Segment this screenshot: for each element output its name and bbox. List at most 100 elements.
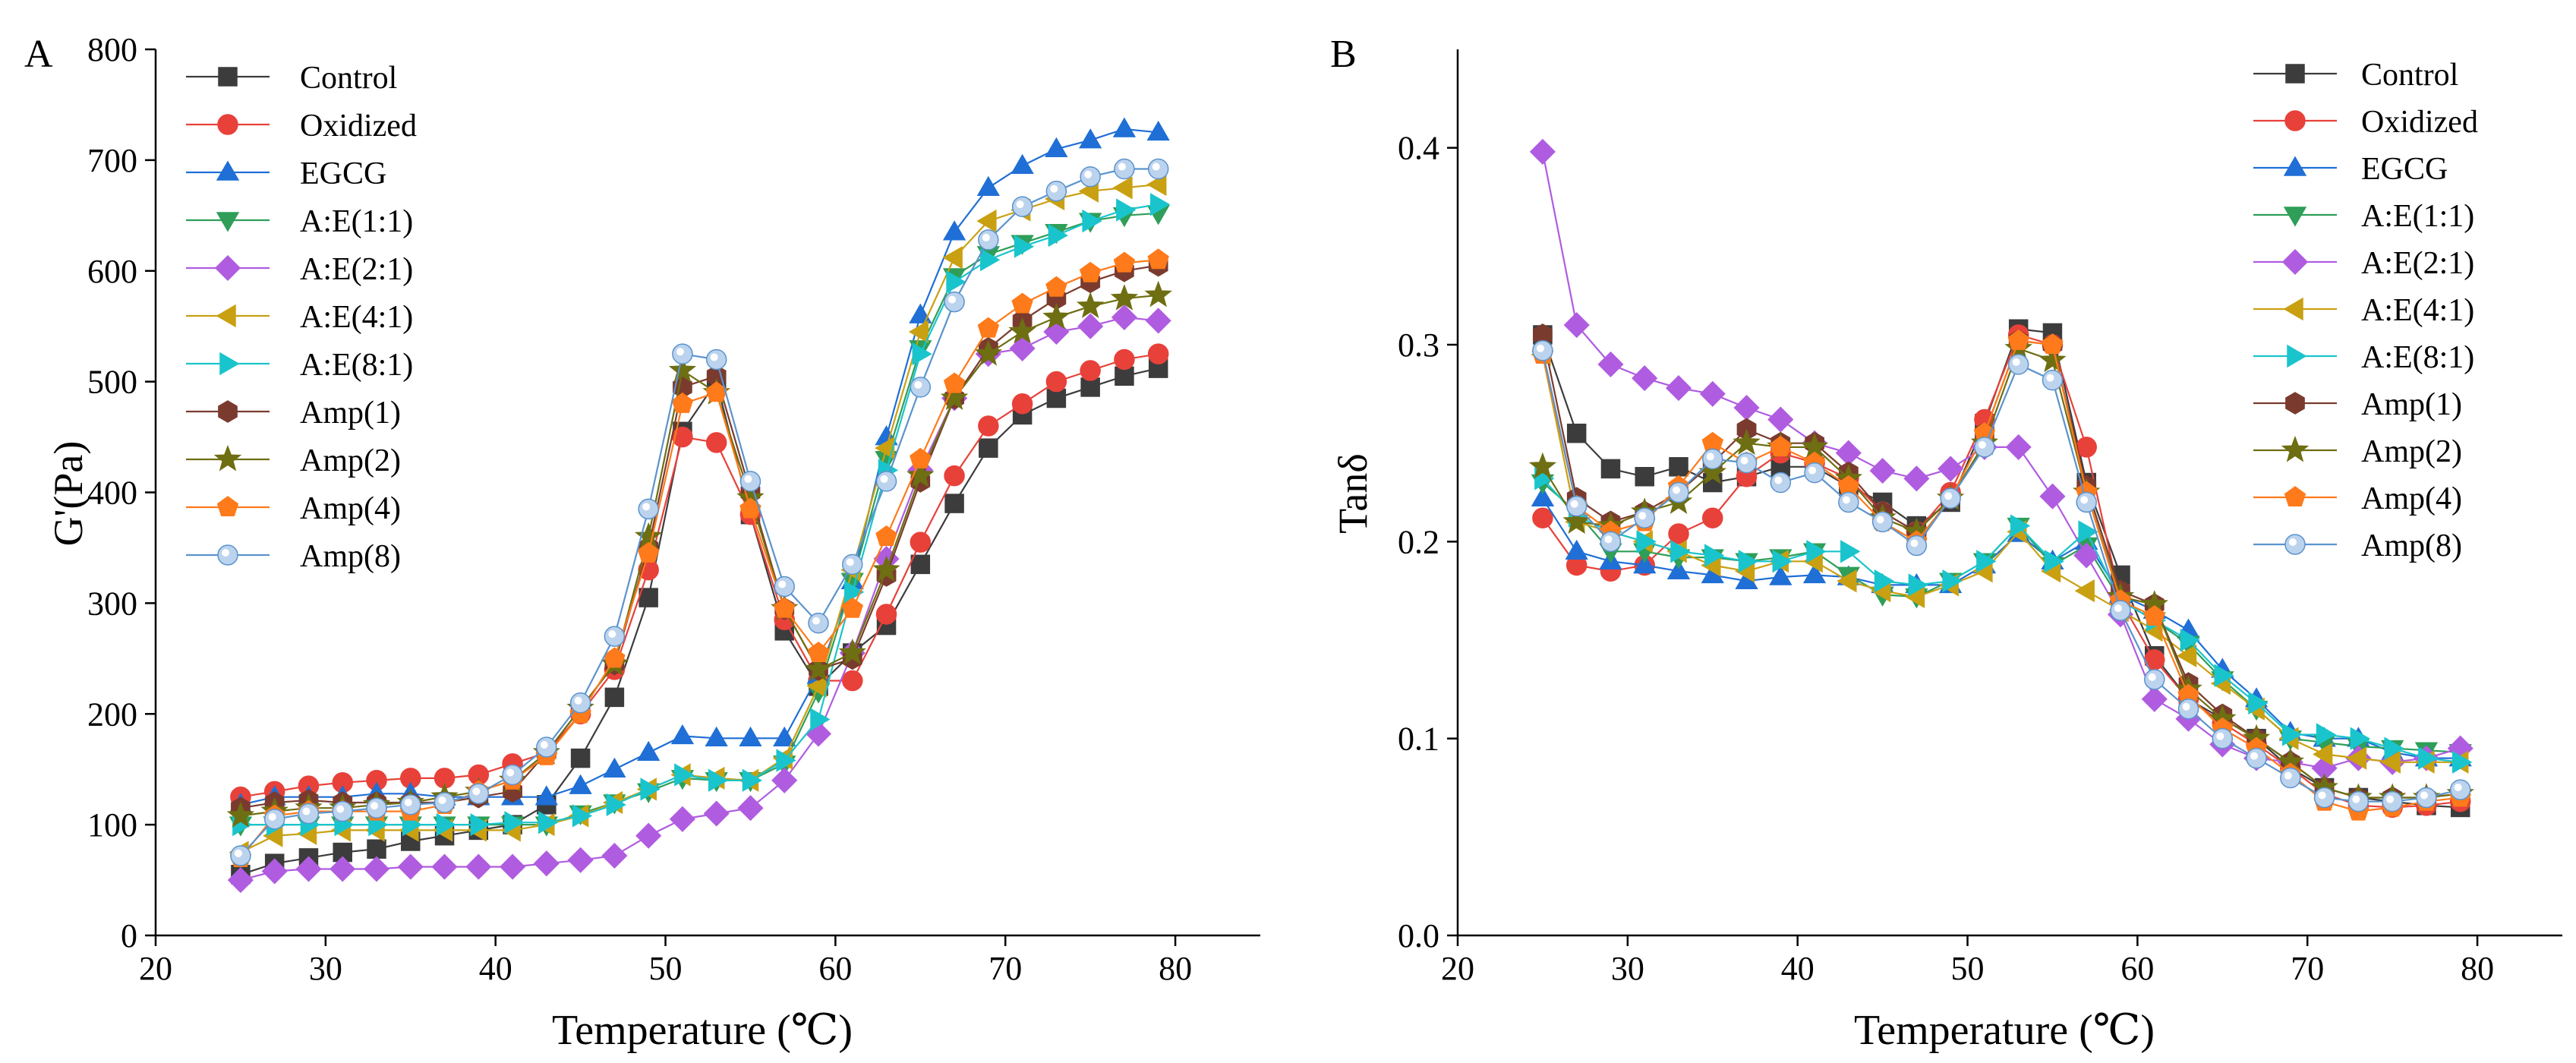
panel-b-data-point-amp-8-highlight — [1910, 539, 1919, 547]
panel-a-data-point-amp-4 — [1113, 251, 1136, 273]
panel-a-data-point-oxidized — [1011, 393, 1033, 415]
panel-a-x-tick-label: 80 — [1159, 950, 1192, 987]
panel-b-data-point-amp-8-highlight — [1604, 535, 1613, 544]
panel-a-data-point-a-e-8-1 — [946, 270, 966, 294]
panel-b-legend-item-amp-8: Amp(8) — [2253, 528, 2462, 563]
panel-a-data-point-a-e-8-1 — [1116, 198, 1137, 222]
panel-b-data-point-amp-8-highlight — [1570, 500, 1578, 508]
panel-b-data-point-a-e-4-1 — [2380, 750, 2401, 774]
panel-b-data-point-a-e-4-1 — [2346, 746, 2367, 770]
panel-b-data-point-a-e-2-1 — [2073, 542, 2100, 569]
panel-b-x-tick-label: 20 — [1441, 950, 1474, 987]
panel-a-series-line-a-e-4-1 — [240, 183, 1159, 853]
panel-a-data-point-a-e-2-1 — [533, 850, 560, 877]
panel-b-series-line-a-e-2-1 — [1541, 151, 2461, 769]
panel-a-y-tick-label: 800 — [87, 31, 137, 68]
panel-a-legend-marker-amp-2 — [213, 444, 242, 472]
panel-b-data-point-oxidized — [1668, 523, 1689, 544]
panel-b-series-line-a-e-8-1 — [1542, 478, 2461, 763]
panel-b-data-point-amp-4 — [1770, 435, 1792, 456]
panel-b-legend-item-a-e-4-1: A:E(4:1) — [2253, 293, 2474, 328]
panel-a-data-point-egcg — [942, 220, 966, 241]
panel-b-legend-marker-a-e-1-1 — [2283, 207, 2307, 227]
panel-a-data-point-oxidized — [1147, 343, 1169, 364]
panel-a-data-point-egcg — [976, 175, 1001, 197]
panel-b-data-point-a-e-8-1 — [1908, 573, 1928, 597]
panel-b-data-point-amp-2 — [1733, 428, 1761, 456]
panel-a-data-point-amp-8-highlight — [1118, 162, 1126, 171]
panel-b-data-point-control — [1566, 423, 1587, 443]
panel-a-data-point-a-e-2-1 — [500, 853, 526, 880]
panel-b-data-point-a-e-8-1 — [2044, 550, 2065, 573]
panel-a-data-point-amp-4 — [1079, 261, 1102, 282]
panel-a-data-point-a-e-4-1 — [874, 437, 895, 460]
panel-a-series-line-a-e-8-1 — [240, 203, 1159, 826]
panel-a-data-point-amp-2 — [1042, 302, 1070, 330]
panel-b-data-point-control — [1600, 459, 1621, 479]
panel-a-data-point-amp-8-highlight — [574, 696, 582, 705]
panel-a-data-point-a-e-8-1 — [1082, 209, 1102, 233]
panel-a-data-point-amp-8-highlight — [1016, 200, 1024, 209]
panel-a-data-point-a-e-2-1 — [397, 853, 424, 880]
panel-b-data-point-amp-8-highlight — [1706, 453, 1714, 461]
panel-a-label: A — [24, 33, 53, 76]
panel-b-legend-marker-amp-4 — [2284, 486, 2306, 507]
panel-a-data-point-amp-8-highlight — [676, 348, 684, 356]
panel-a-data-point-a-e-8-1 — [1048, 223, 1068, 248]
panel-a-x-axis-title: Temperature (℃) — [552, 1007, 853, 1054]
panel-b-legend-marker-a-e-2-1 — [2281, 248, 2309, 276]
panel-a-data-point-a-e-8-1 — [606, 793, 626, 816]
panel-b-x-tick-label: 70 — [2291, 950, 2324, 987]
panel-a-data-point-amp-8-highlight — [846, 558, 854, 566]
panel-a-x-tick-label: 50 — [649, 950, 683, 987]
panel-a-data-point-egcg — [1078, 128, 1102, 149]
panel-b-data-point-a-e-8-1 — [2180, 628, 2200, 652]
panel-a-legend-label: A:E(2:1) — [300, 252, 413, 287]
panel-a-data-point-control — [367, 839, 386, 859]
panel-a-legend-marker-control — [218, 67, 238, 87]
panel-a-data-point-amp-4 — [1147, 248, 1169, 270]
panel-b-data-point-oxidized — [2076, 437, 2097, 458]
panel-b-data-point-amp-4 — [2007, 329, 2029, 350]
panel-a-legend-label: A:E(4:1) — [300, 300, 413, 335]
panel-b-data-point-a-e-4-1 — [2074, 579, 2095, 603]
panel-a-legend-label: Oxidized — [300, 109, 417, 144]
panel-b-data-point-amp-8-highlight — [2182, 702, 2190, 711]
panel-b-data-point-amp-2 — [1562, 507, 1591, 534]
panel-a-data-point-egcg — [909, 303, 932, 323]
panel-b-legend-marker-amp-2 — [2281, 435, 2310, 462]
panel-b-legend-label: Control — [2361, 58, 2458, 93]
panel-b-data-point-a-e-2-1 — [2039, 483, 2066, 509]
panel-a-data-point-a-e-2-1 — [1077, 313, 1104, 339]
panel-b-data-point-amp-8-highlight — [2318, 791, 2326, 800]
panel-a-data-point-a-e-8-1 — [640, 778, 661, 801]
panel-b-data-point-control — [1669, 457, 1688, 477]
panel-a-legend-item-a-e-2-1: A:E(2:1) — [186, 252, 413, 287]
panel-b-x-tick-label: 80 — [2461, 950, 2494, 987]
panel-b-legend-item-a-e-1-1: A:E(1:1) — [2253, 199, 2474, 234]
panel-a-data-point-oxidized — [910, 532, 932, 553]
panel-b-data-point-amp-8-highlight — [2148, 673, 2156, 681]
panel-b-data-point-a-e-8-1 — [1942, 569, 1963, 593]
panel-a-data-point-amp-4 — [637, 541, 660, 563]
panel-a-data-point-amp-8-highlight — [744, 475, 752, 483]
panel-a-data-point-a-e-2-1 — [737, 795, 764, 822]
panel-b-data-point-a-e-2-1 — [1903, 465, 1930, 492]
panel-a-data-point-a-e-2-1 — [295, 856, 322, 882]
panel-a-data-point-amp-8-highlight — [982, 233, 990, 241]
panel-a-data-point-amp-4 — [1011, 292, 1033, 314]
panel-a-legend-item-amp-8: Amp(8) — [186, 539, 401, 574]
panel-b-data-point-egcg — [1802, 563, 1827, 584]
panel-a-data-point-amp-2 — [668, 355, 697, 383]
panel-b-data-point-amp-8-highlight — [1638, 512, 1647, 520]
panel-b-data-point-amp-8-highlight — [1842, 496, 1850, 504]
panel-b-data-point-amp-8-highlight — [2012, 358, 2020, 366]
panel-a-data-point-oxidized — [944, 465, 965, 487]
panel-a-data-point-a-e-4-1 — [976, 209, 997, 233]
panel-a-legend-label: Amp(4) — [300, 491, 401, 526]
panel-b-data-point-a-e-8-1 — [2451, 750, 2473, 774]
panel-b-y-axis-title: Tanδ — [1330, 453, 1376, 534]
panel-a-x-tick-label: 30 — [309, 950, 342, 987]
panel-b-x-axis-title: Temperature (℃) — [1854, 1007, 2155, 1054]
panel-b-legend-marker-amp-1 — [2285, 392, 2305, 415]
